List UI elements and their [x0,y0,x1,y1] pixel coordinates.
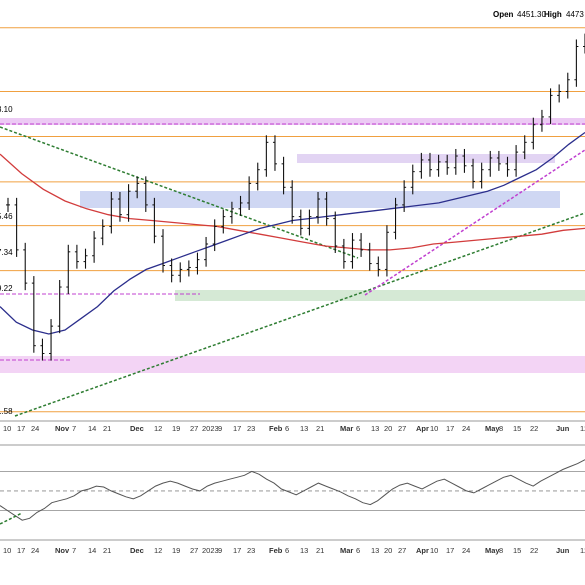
open-label: Open [493,10,514,19]
green-support-zone [175,290,585,301]
date-tick-19: Mar [340,546,353,555]
date-tick-22: 20 [384,424,392,433]
date-tick-26: 17 [446,546,454,555]
feb-high-zone [297,154,555,163]
date-tick-28: May [485,424,500,433]
date-tick-29: 8 [499,424,503,433]
date-tick-24: Apr [416,424,429,433]
date-tick-15: Feb [269,546,283,555]
indicator-green-trendline [0,512,23,525]
date-tick-22: 20 [384,546,392,555]
date-tick-25: 10 [430,424,438,433]
date-tick-17: 13 [300,424,308,433]
date-tick-19: Mar [340,424,353,433]
date-tick-16: 6 [285,424,289,433]
date-tick-28: May [485,546,500,555]
date-tick-8: 12 [154,424,162,433]
date-tick-12: 9 [218,546,222,555]
date-tick-5: 14 [88,546,96,555]
date-tick-0: 10 [3,546,11,555]
y-axis-label-0: 3.10 [0,105,13,114]
date-tick-1: 17 [17,424,25,433]
indicator-panel [0,444,585,541]
date-tick-32: Jun [556,546,570,555]
date-tick-23: 27 [398,424,406,433]
date-tick-25: 10 [430,546,438,555]
green-up-trendline [14,212,585,417]
date-tick-2: 24 [31,546,39,555]
date-tick-9: 19 [172,424,180,433]
date-tick-33: 12 [580,546,585,555]
date-tick-24: Apr [416,546,429,555]
date-tick-27: 24 [462,424,470,433]
date-tick-17: 13 [300,546,308,555]
magenta-up-trendline [364,149,585,296]
y-axis-label-4: 1.58 [0,407,13,416]
date-tick-13: 17 [233,546,241,555]
y-axis-label-1: 5.46 [0,212,13,221]
date-tick-3: Nov [55,546,70,555]
date-tick-18: 21 [316,424,324,433]
date-tick-14: 23 [247,424,255,433]
date-tick-2: 24 [31,424,39,433]
date-tick-26: 17 [446,424,454,433]
date-tick-31: 22 [530,424,538,433]
date-tick-32: Jun [556,424,570,433]
date-tick-4: 7 [72,424,76,433]
date-tick-21: 13 [371,546,379,555]
date-tick-0: 10 [3,424,11,433]
date-tick-11: 2023 [202,546,219,555]
date-tick-30: 15 [513,424,521,433]
header: Open 4451.30 High 4473 [493,10,584,19]
y-axis-label-2: 7.34 [0,248,13,257]
open-value: 4451.30 [517,10,546,19]
date-tick-27: 24 [462,546,470,555]
date-tick-6: 21 [103,546,111,555]
lower-magenta-zone [0,356,585,373]
green-down-trendline [0,126,359,259]
date-tick-11: 2023 [202,424,219,433]
date-tick-12: 9 [218,424,222,433]
date-axis-lower: 10 17 24 Nov 7 14 21 Dec 12 19 27 2023 9 17 23 Feb 6 13 21… [3,546,585,555]
date-tick-3: Nov [55,424,70,433]
date-tick-21: 13 [371,424,379,433]
date-tick-23: 27 [398,546,406,555]
date-tick-1: 17 [17,546,25,555]
date-tick-10: 27 [190,424,198,433]
long-moving-average-line [0,153,585,251]
date-tick-5: 14 [88,424,96,433]
high-label: High [544,10,562,19]
high-value: 4473 [566,10,584,19]
date-tick-13: 17 [233,424,241,433]
date-tick-7: Dec [130,424,144,433]
upper-magenta-zone [0,118,585,125]
y-axis-label-3: 9.22 [0,284,13,293]
date-tick-15: Feb [269,424,283,433]
date-tick-30: 15 [513,546,521,555]
date-tick-7: Dec [130,546,144,555]
date-tick-18: 21 [316,546,324,555]
date-tick-6: 21 [103,424,111,433]
date-tick-20: 6 [356,424,360,433]
date-tick-31: 22 [530,546,538,555]
indicator-line [0,459,585,521]
date-tick-20: 6 [356,546,360,555]
date-tick-8: 12 [154,546,162,555]
date-tick-33: 12 [580,424,585,433]
date-tick-9: 19 [172,546,180,555]
date-tick-29: 8 [499,546,503,555]
price-panel: 3.10 5.46 7.34 9.22 1.58 [0,27,585,422]
date-tick-14: 23 [247,546,255,555]
date-tick-16: 6 [285,546,289,555]
date-axis-upper: 10 17 24 Nov 7 14 21 Dec 12 19 27 2023 9 17 23 Feb 6 13 21… [3,424,585,433]
date-tick-10: 27 [190,546,198,555]
date-tick-4: 7 [72,546,76,555]
